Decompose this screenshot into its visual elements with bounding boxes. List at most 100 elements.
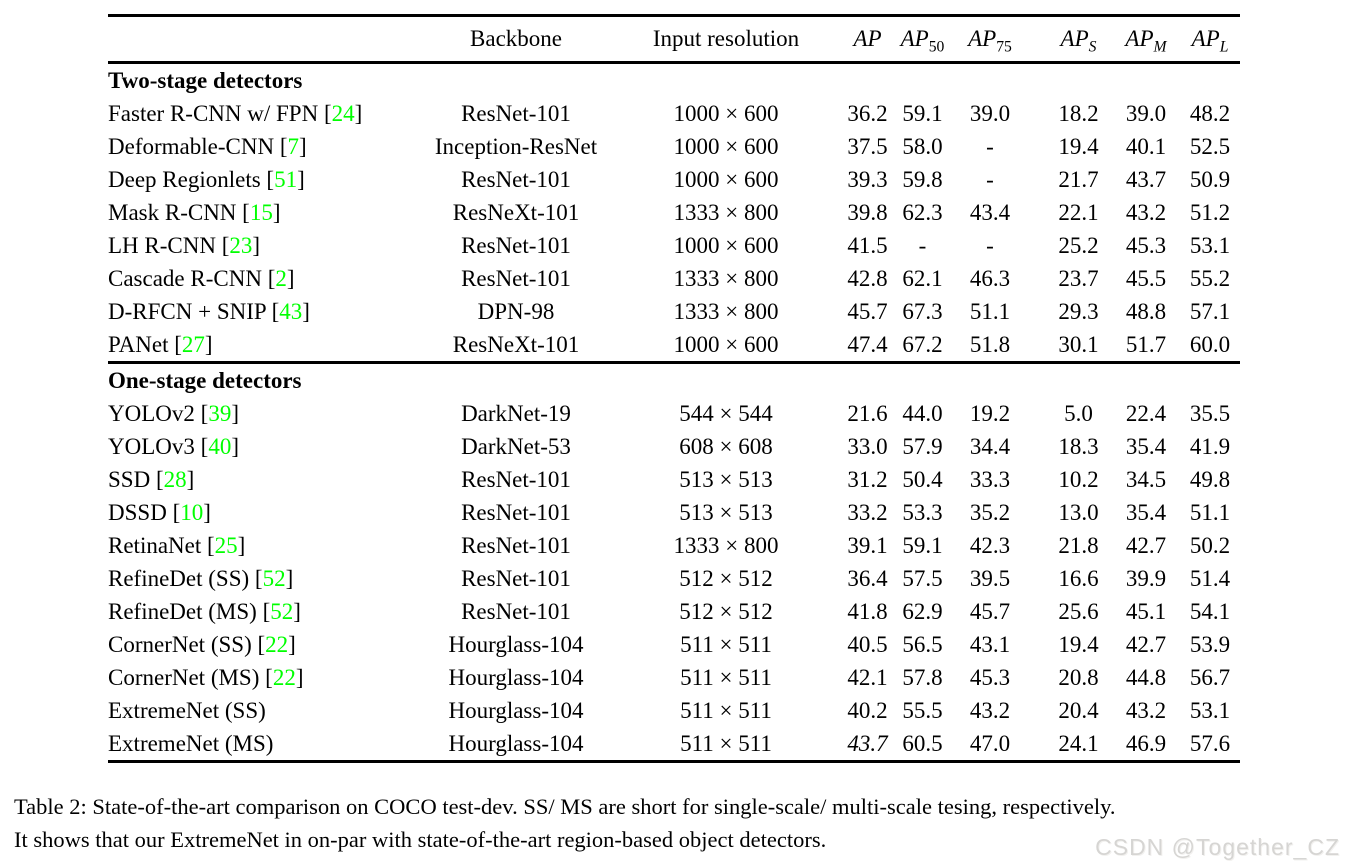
metric-cell: 23.7 <box>1058 265 1099 291</box>
backbone-cell: Hourglass-104 <box>448 730 584 756</box>
metric-cell: 48.8 <box>1125 298 1167 324</box>
resolution-cell: 608 × 608 <box>679 433 773 459</box>
metric-cell: 44.0 <box>902 400 943 426</box>
table-row: YOLOv3 [40] DarkNet-53 608 × 608 33.0 57.9 34… <box>108 430 1240 463</box>
table-row: RefineDet (SS) [52] ResNet-101 512 × 512 36… <box>108 562 1240 595</box>
spacer-cell <box>1030 430 1045 463</box>
metric-cell: - <box>986 133 994 159</box>
spacer-cell <box>1030 130 1045 163</box>
method-cell: DSSD [10] <box>108 499 211 525</box>
method-cell: PANet [27] <box>108 331 213 357</box>
metric-cell: 53.3 <box>902 499 943 525</box>
metric-cell: 39.9 <box>1125 565 1167 591</box>
method-cell: Deep Regionlets [51] <box>108 166 305 192</box>
metric-cell: 35.5 <box>1189 400 1231 426</box>
metric-cell: 50.4 <box>902 466 943 492</box>
metric-cell: 41.8 <box>847 598 888 624</box>
resolution-cell: 511 × 511 <box>680 730 772 756</box>
metric-cell: 43.2 <box>1125 697 1167 723</box>
citation-ref: 39 <box>208 400 232 426</box>
backbone-cell: Inception-ResNet <box>434 133 598 159</box>
citation-ref: 22 <box>265 631 289 657</box>
backbone-cell: ResNet-101 <box>461 598 571 624</box>
col-header-ap: AP <box>840 15 895 64</box>
metric-cell: 60.0 <box>1189 331 1231 357</box>
method-cell: SSD [28] <box>108 466 195 492</box>
citation-ref: 22 <box>272 664 296 690</box>
citation-ref: 10 <box>180 499 204 525</box>
metric-cell: 53.1 <box>1189 697 1231 723</box>
spacer-cell <box>1030 628 1045 661</box>
metric-cell: 47.0 <box>969 730 1011 756</box>
backbone-cell: ResNet-101 <box>461 499 571 525</box>
metric-cell: 13.0 <box>1058 499 1099 525</box>
citation-ref: 7 <box>287 133 299 159</box>
metric-cell: 67.3 <box>902 298 943 324</box>
watermark: CSDN @Together_CZ <box>1095 834 1340 860</box>
metric-cell: 51.4 <box>1189 565 1231 591</box>
metric-cell: 60.5 <box>902 730 943 756</box>
metric-cell: 25.2 <box>1058 232 1099 258</box>
citation-ref: 15 <box>249 199 273 225</box>
metric-cell: 50.9 <box>1189 166 1231 192</box>
results-table: Backbone Input resolution AP AP50 AP75 A… <box>108 14 1240 763</box>
table-row: Faster R-CNN w/ FPN [24] ResNet-101 1000 ×… <box>108 97 1240 130</box>
metric-cell: 16.6 <box>1058 565 1099 591</box>
citation-ref: 51 <box>274 166 298 192</box>
citation-ref: 28 <box>163 466 187 492</box>
method-cell: RefineDet (SS) [52] <box>108 565 294 591</box>
metric-cell: 62.1 <box>902 265 943 291</box>
table-row: Mask R-CNN [15] ResNeXt-101 1333 × 800 39.8… <box>108 196 1240 229</box>
metric-cell: 43.7 <box>1125 166 1167 192</box>
metric-cell: 35.2 <box>969 499 1011 525</box>
metric-cell: 53.9 <box>1189 631 1231 657</box>
metric-cell: 54.1 <box>1189 598 1231 624</box>
metric-cell: 57.8 <box>902 664 943 690</box>
resolution-cell: 511 × 511 <box>680 664 772 690</box>
table-body: Two-stage detectors Faster R-CNN w/ FPN [… <box>108 63 1240 762</box>
resolution-cell: 1333 × 800 <box>673 532 779 558</box>
metric-cell: 20.8 <box>1058 664 1099 690</box>
metric-cell: 39.3 <box>847 166 888 192</box>
backbone-cell: ResNet-101 <box>461 565 571 591</box>
metric-cell: 45.1 <box>1125 598 1167 624</box>
metric-cell: 62.9 <box>902 598 943 624</box>
citation-ref: 52 <box>270 598 294 624</box>
metric-cell: 51.1 <box>1189 499 1231 525</box>
metric-cell: 51.8 <box>969 331 1011 357</box>
table-row: ExtremeNet (SS) Hourglass-104 511 × 511 40.… <box>108 694 1240 727</box>
spacer-cell <box>1030 727 1045 762</box>
metric-cell: 39.0 <box>1125 100 1167 126</box>
metric-cell: 30.1 <box>1058 331 1099 357</box>
metric-cell: 45.7 <box>847 298 888 324</box>
metric-cell: 36.2 <box>847 100 888 126</box>
table-row: RefineDet (MS) [52] ResNet-101 512 × 512 41… <box>108 595 1240 628</box>
metric-cell: 39.1 <box>847 532 888 558</box>
resolution-cell: 511 × 511 <box>680 697 772 723</box>
col-header-method <box>108 15 420 64</box>
section-title-row: Two-stage detectors <box>108 63 1240 98</box>
metric-cell: 20.4 <box>1058 697 1099 723</box>
table-row: Cascade R-CNN [2] ResNet-101 1333 × 800 42.… <box>108 262 1240 295</box>
spacer-cell <box>1030 661 1045 694</box>
method-cell: CornerNet (SS) [22] <box>108 631 296 657</box>
method-cell: RefineDet (MS) [52] <box>108 598 301 624</box>
metric-cell: 57.5 <box>902 565 943 591</box>
metric-cell: 19.4 <box>1058 133 1099 159</box>
metric-cell: 51.1 <box>969 298 1011 324</box>
metric-cell: 45.7 <box>969 598 1011 624</box>
metric-cell: 43.7 <box>847 730 888 756</box>
metric-cell: 42.7 <box>1125 631 1167 657</box>
metric-cell: 34.5 <box>1125 466 1167 492</box>
metric-cell: 18.2 <box>1058 100 1099 126</box>
metric-cell: 21.8 <box>1058 532 1099 558</box>
metric-cell: 59.1 <box>902 532 943 558</box>
metric-cell: 62.3 <box>902 199 943 225</box>
citation-ref: 43 <box>279 298 303 324</box>
metric-cell: 35.4 <box>1125 433 1167 459</box>
backbone-cell: ResNeXt-101 <box>452 199 580 225</box>
metric-cell: - <box>986 166 994 192</box>
resolution-cell: 512 × 512 <box>679 565 773 591</box>
metric-cell: 44.8 <box>1125 664 1167 690</box>
metric-cell: 18.3 <box>1058 433 1099 459</box>
